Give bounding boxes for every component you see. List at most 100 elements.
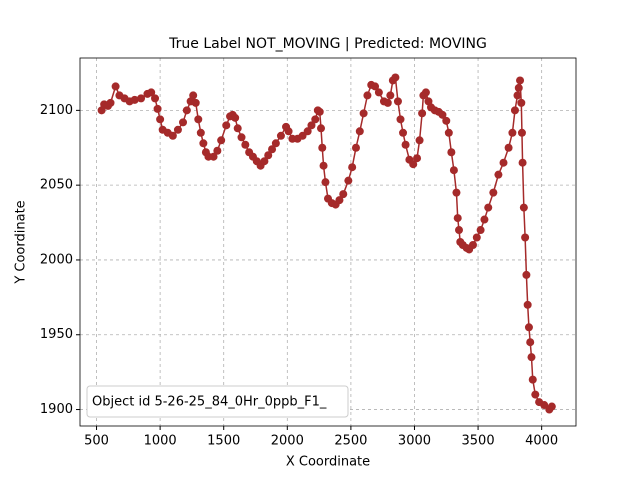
marker [517,128,526,137]
marker [399,128,408,137]
marker [489,188,498,197]
marker [522,270,531,279]
marker [168,131,177,140]
marker [318,143,327,152]
marker [233,124,242,133]
marker [531,390,540,399]
marker [311,115,320,124]
marker [130,95,139,104]
marker [194,115,203,124]
marker [444,128,453,137]
marker [374,88,383,97]
y-tick-label: 2100 [40,103,73,118]
marker [106,98,115,107]
marker [409,160,418,169]
marker [524,323,533,332]
marker [153,104,162,113]
marker [517,98,526,107]
marker [415,136,424,145]
y-tick-label: 1950 [40,327,73,342]
marker [315,107,324,116]
marker [393,97,402,106]
marker [319,161,328,170]
marker [454,226,463,235]
marker [237,133,246,142]
marker [510,106,519,115]
x-tick-label: 2500 [334,434,367,449]
marker [413,154,422,163]
x-tick-label: 3000 [398,434,431,449]
marker [151,94,160,103]
marker [303,127,312,136]
marker [421,88,430,97]
marker [339,190,348,199]
marker [418,109,427,118]
marker [179,118,188,127]
marker [189,91,198,100]
marker [453,214,462,223]
marker [317,124,326,133]
marker [137,94,146,103]
marker [147,88,156,97]
marker [514,83,523,92]
marker [526,338,535,347]
x-tick-label: 500 [84,434,109,449]
y-axis-label: Y Coordinate [14,200,29,284]
x-tick-label: 4000 [525,434,558,449]
marker [260,157,269,166]
marker [351,143,360,152]
marker [438,110,447,119]
marker [476,226,485,235]
marker [209,152,218,161]
marker [191,98,200,107]
marker [348,163,357,172]
marker [480,215,489,224]
marker [401,140,410,149]
marker [386,91,395,100]
marker [518,158,527,167]
marker [271,139,280,148]
marker [231,113,240,122]
plot-area [80,58,576,426]
x-tick-label: 3500 [462,434,495,449]
marker [264,151,273,160]
marker [452,188,461,197]
marker [371,82,380,91]
marker [484,203,493,212]
marker [396,115,405,124]
marker [449,166,458,175]
x-tick-label: 2000 [271,434,304,449]
marker [196,128,205,137]
marker [508,128,517,137]
marker [111,82,120,91]
marker [447,148,456,157]
marker [472,233,481,242]
marker [391,73,400,82]
marker [173,125,182,134]
marker [504,143,513,152]
marker [335,196,344,205]
marker [241,140,250,149]
marker [519,203,528,212]
marker [521,233,530,242]
marker [217,136,226,145]
marker [527,353,536,362]
marker [516,76,525,85]
y-tick-label: 1900 [40,402,73,417]
legend-label: Object id 5-26-25_84_0Hr_0ppb_F1_ [92,395,327,410]
marker [222,121,231,130]
marker [321,178,330,187]
marker [307,121,316,130]
marker [355,127,364,136]
marker [213,146,222,155]
chart-title: True Label NOT_MOVING | Predicted: MOVIN… [168,36,487,52]
x-tick-label: 1500 [207,434,240,449]
marker [383,98,392,107]
marker [359,109,368,118]
marker [424,97,433,106]
marker [182,106,191,115]
y-tick-label: 2000 [40,252,73,267]
marker [547,402,556,411]
x-axis-label: X Coordinate [286,455,370,470]
